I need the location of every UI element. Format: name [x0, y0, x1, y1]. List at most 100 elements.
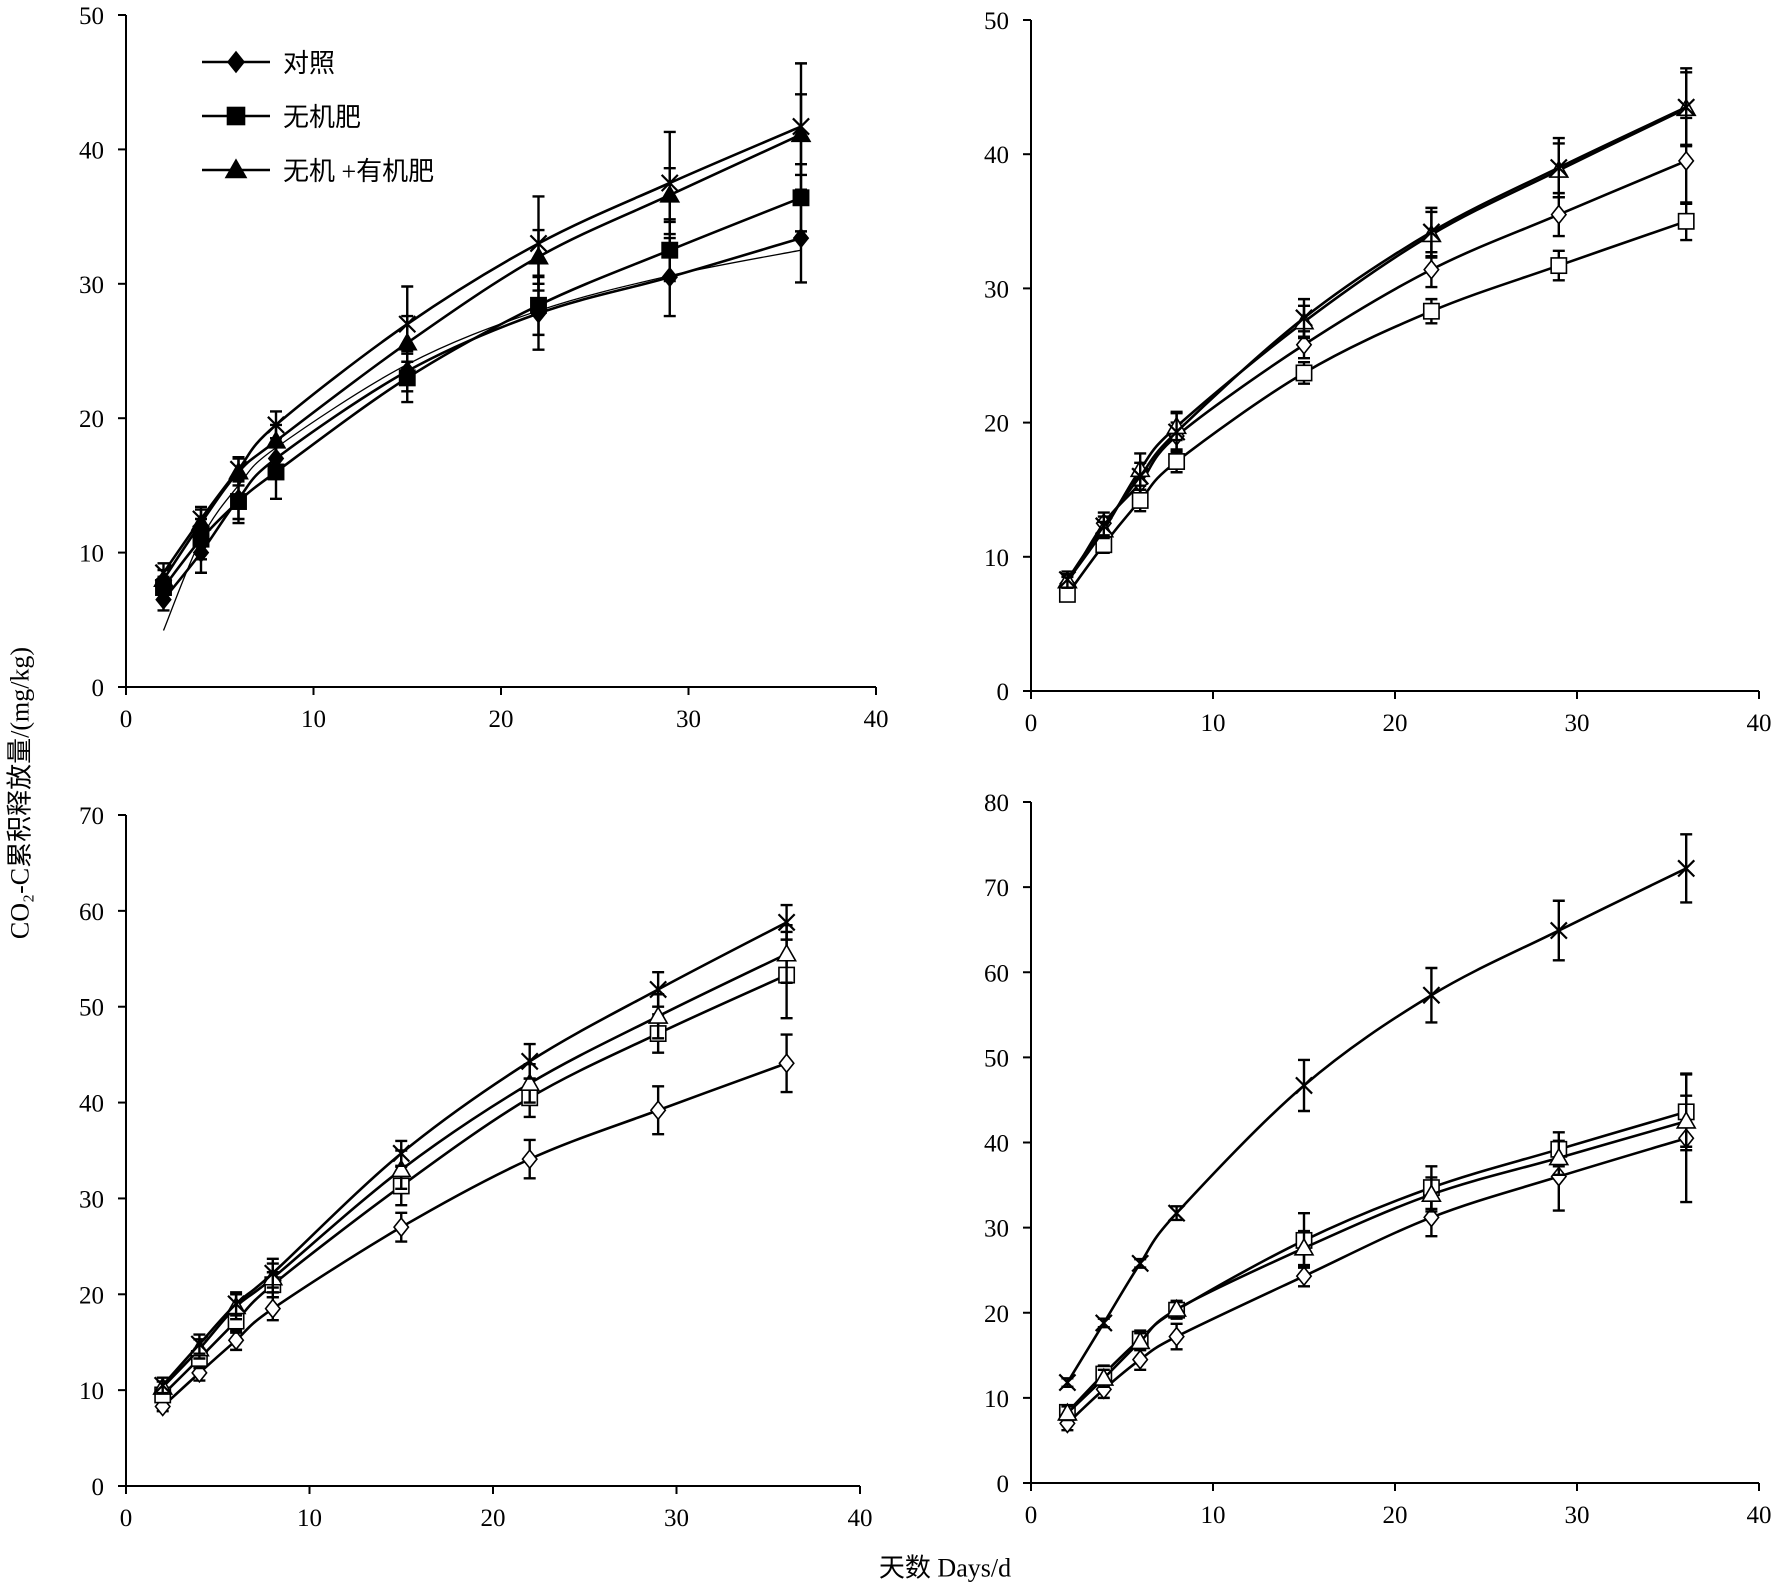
x-tick-label: 10 — [1201, 710, 1226, 737]
y-tick-label: 50 — [79, 995, 104, 1022]
data-point — [1131, 1349, 1149, 1370]
series-3 — [153, 93, 812, 591]
legend-label: 无机 +有机肥 — [283, 157, 434, 186]
data-point — [230, 493, 247, 510]
data-point — [229, 460, 248, 479]
series-3 — [152, 924, 797, 1395]
y-tick-label: 60 — [79, 899, 104, 926]
data-point — [1094, 517, 1113, 535]
data-point — [398, 369, 416, 387]
data-point — [1168, 1326, 1185, 1347]
series-2 — [155, 162, 810, 600]
data-point — [1058, 585, 1076, 603]
data-point — [1422, 223, 1441, 241]
data-point — [530, 296, 547, 314]
data-point — [1167, 423, 1186, 441]
x-tick-label: 10 — [1201, 1502, 1226, 1529]
data-point — [792, 189, 810, 207]
series-line — [162, 125, 802, 574]
data-point — [1166, 1298, 1187, 1317]
y-tick-label: 10 — [79, 1378, 104, 1405]
x-tick-label: 10 — [301, 706, 326, 733]
x-tick-label: 40 — [848, 1505, 873, 1532]
y-tick-label: 70 — [984, 875, 1009, 902]
x-tick-label: 20 — [481, 1505, 506, 1532]
y-tick-label: 20 — [79, 1282, 104, 1309]
y-tick-label: 30 — [984, 276, 1009, 303]
series-2 — [1058, 1072, 1695, 1421]
data-point — [267, 416, 285, 434]
series-line — [1066, 1110, 1687, 1414]
data-point — [1421, 1183, 1442, 1202]
data-point — [1295, 1265, 1313, 1287]
data-point — [1293, 1237, 1315, 1256]
y-tick-label: 0 — [92, 675, 105, 702]
data-point — [1057, 1402, 1078, 1421]
data-point — [520, 1052, 539, 1071]
data-point — [1131, 491, 1149, 509]
y-tick-label: 80 — [984, 790, 1009, 817]
data-point — [647, 1005, 669, 1024]
data-point — [1295, 364, 1313, 382]
y-tick-label: 10 — [984, 545, 1009, 572]
data-point — [227, 1330, 245, 1351]
x-tick-label: 0 — [1025, 1502, 1038, 1529]
y-tick-label: 0 — [92, 1474, 105, 1501]
data-point — [153, 1376, 172, 1395]
legend-marker — [226, 50, 246, 74]
series-4 — [153, 903, 796, 1395]
series-line — [1066, 867, 1687, 1384]
series-3 — [1057, 71, 1697, 589]
data-point — [529, 234, 548, 253]
data-point — [1058, 1373, 1077, 1392]
data-point — [792, 227, 810, 249]
series-2 — [1058, 201, 1695, 603]
y-tick-label: 40 — [79, 137, 104, 164]
series-line — [161, 1062, 788, 1408]
data-point — [1295, 334, 1313, 356]
series-line — [161, 921, 788, 1387]
data-point — [1677, 150, 1695, 172]
x-tick-label: 30 — [1565, 710, 1590, 737]
data-point — [1677, 212, 1695, 230]
series-line — [1066, 1136, 1687, 1425]
y-tick-label: 40 — [79, 1091, 104, 1118]
data-point — [1550, 204, 1568, 225]
x-tick-label: 40 — [1747, 710, 1772, 737]
data-point — [1131, 1254, 1150, 1273]
x-tick-label: 20 — [1383, 710, 1408, 737]
chart-panel-4: 0 10 20 30 40 50 60 70 80 0 10 20 30 40 — [984, 790, 1772, 1529]
data-point — [1058, 570, 1077, 589]
series-1 — [154, 1033, 795, 1417]
series-3 — [1057, 1094, 1697, 1422]
x-tick-label: 30 — [664, 1505, 689, 1532]
legend-marker — [226, 106, 246, 126]
y-tick-label: 70 — [79, 803, 104, 830]
data-point — [1423, 1207, 1440, 1228]
series-1 — [1059, 116, 1695, 594]
data-point — [1677, 859, 1696, 878]
data-point — [392, 1144, 411, 1163]
data-point — [1549, 921, 1568, 940]
x-tick-label: 30 — [676, 706, 701, 733]
data-point — [1677, 98, 1696, 117]
data-point — [1093, 1367, 1115, 1386]
data-point — [1675, 1110, 1697, 1129]
data-point — [1423, 259, 1440, 280]
data-point — [265, 430, 287, 449]
data-point — [263, 1264, 282, 1283]
data-point — [521, 1148, 538, 1170]
data-point — [1550, 257, 1568, 275]
series-line — [1066, 107, 1687, 582]
x-tick-label: 20 — [489, 706, 514, 733]
series-line — [1066, 159, 1687, 585]
y-tick-label: 30 — [984, 1216, 1009, 1243]
y-tick-label: 0 — [997, 679, 1010, 706]
y-tick-label: 50 — [79, 3, 104, 30]
legend-label: 对照 — [283, 49, 335, 78]
data-point — [1295, 309, 1313, 327]
data-point — [649, 1099, 667, 1121]
x-axis-label: 天数 Days/d — [878, 1553, 1012, 1583]
series-1 — [155, 192, 810, 612]
